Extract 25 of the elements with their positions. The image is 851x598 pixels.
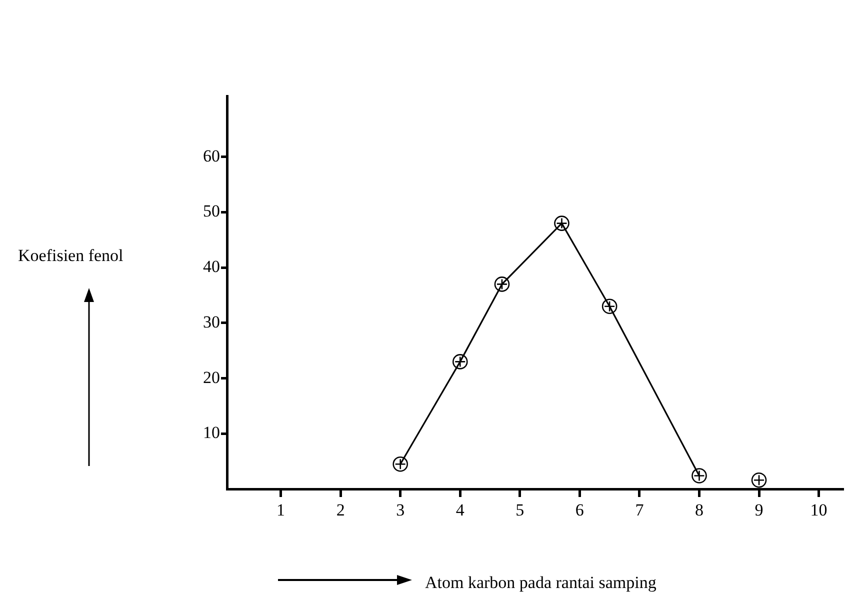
x-tick-label: 9 xyxy=(754,500,764,520)
y-tick-label: 30 xyxy=(203,312,220,332)
y-tick-label: 50 xyxy=(203,202,220,221)
y-tick-label: 20 xyxy=(203,368,220,387)
x-tick-label: 10 xyxy=(810,500,828,520)
point xyxy=(751,472,767,488)
x-tick-label: 1 xyxy=(276,500,286,520)
point xyxy=(494,276,510,292)
y-tick-label: 40 xyxy=(203,257,220,276)
x-tick-label: 8 xyxy=(694,500,704,520)
x-tick-label: 4 xyxy=(456,500,465,520)
y-tick-label: 10 xyxy=(203,423,220,442)
y-axis-title: Koefisien fenol xyxy=(18,246,124,266)
point xyxy=(554,216,570,231)
y-tick-label: 60 xyxy=(203,146,220,166)
point xyxy=(692,468,707,484)
point xyxy=(602,298,618,314)
x-tick-label: 6 xyxy=(575,500,584,520)
x-axis-title: Atom karbon pada rantai samping xyxy=(425,573,656,593)
x-tick-label: 7 xyxy=(635,500,644,520)
x-tick-label: 2 xyxy=(336,500,345,520)
point xyxy=(392,456,408,472)
x-tick-label: 5 xyxy=(516,500,524,520)
point xyxy=(452,354,468,370)
x-tick-label: 3 xyxy=(396,500,405,520)
